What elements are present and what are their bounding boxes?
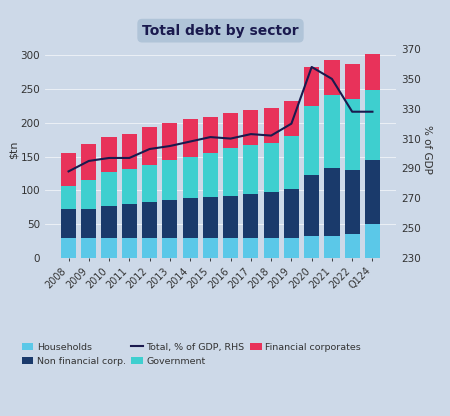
Bar [243,194,258,238]
Bar [365,89,380,160]
Bar [345,234,360,258]
Bar [142,203,157,238]
Bar [304,67,319,106]
Bar [183,238,198,258]
Bar [61,153,76,186]
Bar [284,136,299,189]
Legend: Households, Non financial corp., Total, % of GDP, RHS, Government, Financial cor: Households, Non financial corp., Total, … [22,343,361,366]
Bar [324,95,340,168]
Bar [223,149,238,196]
Bar [81,208,96,238]
Bar [264,108,279,143]
Bar [203,153,218,197]
Bar [122,238,137,258]
Bar [345,64,360,99]
Bar [122,168,137,204]
Bar [324,235,340,258]
Bar [162,160,177,201]
Bar [203,116,218,153]
Bar [142,238,157,258]
Bar [101,172,117,206]
Bar [162,123,177,160]
Bar [81,144,96,179]
Bar [243,238,258,258]
Bar [122,134,137,168]
Bar [183,119,198,156]
Bar [223,196,238,238]
Y-axis label: $tn: $tn [9,141,19,159]
Bar [203,238,218,258]
Bar [304,176,319,236]
Bar [81,179,96,208]
Bar [264,192,279,238]
Bar [183,198,198,238]
Bar [345,99,360,170]
Bar [61,209,76,238]
Bar [142,165,157,203]
Bar [101,206,117,238]
Bar [304,236,319,258]
Bar [61,238,76,258]
Bar [243,145,258,194]
Bar [284,101,299,136]
Bar [81,238,96,258]
Bar [223,113,238,149]
Title: Total debt by sector: Total debt by sector [142,24,299,38]
Bar [284,238,299,258]
Bar [162,238,177,258]
Bar [101,238,117,258]
Bar [223,238,238,258]
Bar [365,224,380,258]
Bar [243,110,258,145]
Bar [284,189,299,238]
Bar [142,127,157,165]
Bar [324,60,340,95]
Bar [264,238,279,258]
Bar [345,170,360,234]
Bar [183,156,198,198]
Bar [365,54,380,89]
Bar [264,143,279,192]
Bar [101,137,117,172]
Bar [304,106,319,176]
Bar [365,160,380,224]
Bar [122,204,137,238]
Bar [324,168,340,235]
Bar [61,186,76,209]
Bar [203,197,218,238]
Bar [162,201,177,238]
Y-axis label: % of GDP: % of GDP [422,125,432,174]
